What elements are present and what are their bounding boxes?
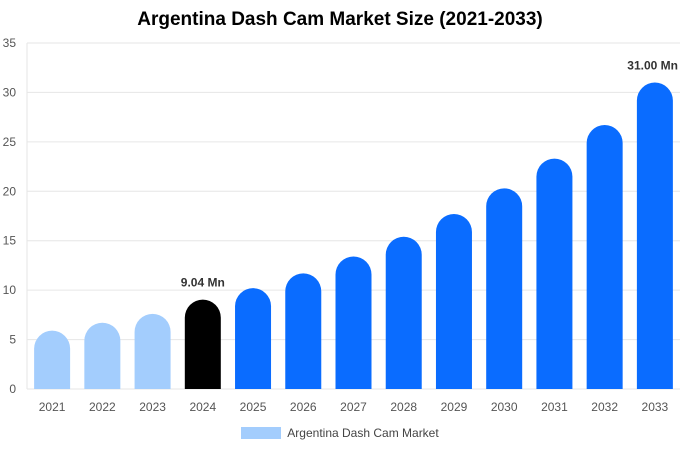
chart-title: Argentina Dash Cam Market Size (2021-203…: [137, 9, 543, 30]
bar-2025: [235, 288, 272, 389]
y-tick-label: 10: [3, 283, 17, 297]
data-label: 9.04 Mn: [181, 276, 225, 290]
y-tick-label: 15: [3, 234, 17, 248]
y-tick-label: 35: [3, 36, 17, 50]
y-tick-label: 5: [9, 333, 16, 347]
bar-2033: [636, 82, 673, 390]
bar-2026: [285, 273, 322, 389]
x-tick-label: 2022: [89, 400, 116, 414]
bar-2028: [385, 236, 422, 389]
bar-2021: [34, 330, 71, 389]
x-axis: 2021 2022 2023 2024 2025 2026 2027 2028 2029 2030…: [39, 400, 669, 414]
bar-2032: [586, 125, 623, 389]
y-tick-label: 30: [3, 85, 17, 99]
x-tick-label: 2030: [491, 400, 518, 414]
legend: Argentina Dash Cam Market: [0, 426, 680, 440]
data-label: 31.00 Mn: [627, 59, 678, 73]
bar-2022: [84, 322, 121, 389]
x-tick-label: 2025: [240, 400, 267, 414]
bar-2027: [335, 256, 372, 389]
y-axis: 0 5 10 15 20 25 30 35: [3, 36, 28, 396]
x-tick-label: 2026: [290, 400, 317, 414]
x-tick-label: 2027: [340, 400, 367, 414]
x-tick-label: 2024: [189, 400, 216, 414]
x-tick-label: 2032: [591, 400, 618, 414]
legend-label: Argentina Dash Cam Market: [287, 426, 439, 440]
bar-2024: [184, 299, 221, 389]
y-tick-label: 25: [3, 135, 17, 149]
x-tick-label: 2031: [541, 400, 568, 414]
x-tick-label: 2029: [441, 400, 468, 414]
x-tick-label: 2023: [139, 400, 166, 414]
y-tick-label: 20: [3, 184, 17, 198]
legend-swatch: [241, 427, 282, 439]
x-tick-label: 2021: [39, 400, 66, 414]
bar-2023: [134, 313, 171, 389]
bars: [34, 82, 673, 390]
bar-2029: [435, 214, 472, 389]
y-tick-label: 0: [9, 382, 16, 396]
x-tick-label: 2033: [642, 400, 669, 414]
data-labels: 9.04 Mn 31.00 Mn: [181, 59, 678, 290]
x-tick-label: 2028: [390, 400, 417, 414]
bar-2030: [486, 188, 523, 389]
bar-2031: [536, 158, 573, 389]
